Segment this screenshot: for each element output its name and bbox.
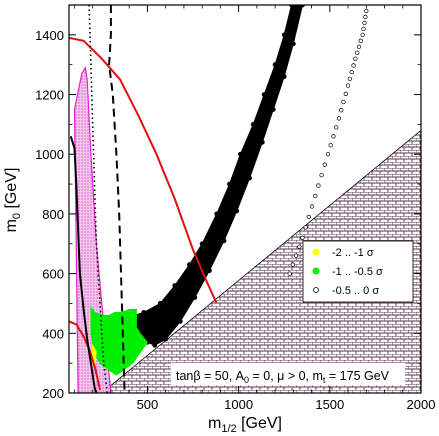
band-point-1 xyxy=(141,310,147,315)
band-point-24 xyxy=(270,107,276,112)
y-tick-label-0: 200 xyxy=(42,386,64,401)
band-point-7 xyxy=(227,181,232,187)
open-dot-32 xyxy=(364,8,369,14)
open-dot-10 xyxy=(319,172,324,178)
legend-label-1: -1 .. -0.5 σ xyxy=(332,266,383,278)
x-axis-label: m1/2 [GeV] xyxy=(208,415,282,435)
legend-marker-green xyxy=(312,267,320,275)
open-dot-16 xyxy=(336,116,342,121)
plot-frame xyxy=(68,4,422,394)
band-point-15 xyxy=(152,342,158,348)
solid-contour xyxy=(69,136,98,393)
open-dot-14 xyxy=(331,134,336,139)
open-dot-11 xyxy=(322,162,327,167)
band-point-2 xyxy=(157,301,163,306)
annotation-box xyxy=(171,363,405,385)
open-dot-20 xyxy=(345,83,351,88)
band-point-22 xyxy=(247,175,252,181)
open-dot-7 xyxy=(309,204,315,209)
open-dot-8 xyxy=(313,193,318,199)
black-point-band xyxy=(124,5,304,346)
band-point-8 xyxy=(238,151,243,157)
open-dot-5 xyxy=(303,225,308,230)
band-point-11 xyxy=(272,62,278,68)
open-dot-17 xyxy=(339,108,344,113)
legend-marker-yellow xyxy=(312,248,320,256)
y-tick-label-4: 1000 xyxy=(35,147,64,162)
legend-label-2: -0.5 .. 0 σ xyxy=(332,285,379,297)
legend-box xyxy=(302,240,414,303)
excluded-region xyxy=(101,129,421,393)
open-dot-25 xyxy=(355,50,360,55)
band-point-20 xyxy=(221,238,227,244)
open-dot-13 xyxy=(328,143,333,148)
open-dot-23 xyxy=(351,63,356,68)
y-tick-label-1: 400 xyxy=(42,326,64,341)
band-point-25 xyxy=(281,74,287,80)
band-point-12 xyxy=(281,32,287,38)
band-point-6 xyxy=(214,211,220,217)
open-dot-12 xyxy=(325,152,331,157)
legend: -2 .. -1 σ -1 .. -0.5 σ -0.5 .. 0 σ xyxy=(302,240,414,303)
x-tick-label-3: 2000 xyxy=(407,397,436,412)
x-tick-label-0: 500 xyxy=(137,397,159,412)
open-dot-30 xyxy=(362,20,367,26)
x-tick-label-1: 1000 xyxy=(224,397,253,412)
y-tick-label-5: 1200 xyxy=(35,88,64,103)
legend-marker-open xyxy=(313,287,319,293)
open-dot-22 xyxy=(349,70,354,75)
y-axis-label: m0 [GeV] xyxy=(3,168,23,233)
open-dot-3 xyxy=(297,244,302,249)
parameter-annotation: tanβ = 50, A0 = 0, μ > 0, mt = 175 GeV xyxy=(171,363,405,385)
open-dot-19 xyxy=(343,91,348,96)
open-dot-27 xyxy=(358,38,363,43)
y-tick-label-3: 800 xyxy=(42,207,64,222)
open-dot-4 xyxy=(300,235,305,240)
open-dot-24 xyxy=(353,56,358,61)
open-dot-9 xyxy=(316,183,321,188)
open-dot-31 xyxy=(363,14,368,20)
open-dot-2 xyxy=(293,253,299,258)
band-point-16 xyxy=(163,336,169,342)
band-point-10 xyxy=(261,92,267,97)
open-dot-21 xyxy=(347,76,353,82)
y-tick-label-2: 600 xyxy=(42,267,64,282)
band-point-4 xyxy=(186,262,192,268)
band-point-5 xyxy=(199,241,205,247)
annotation-text: tanβ = 50, A0 = 0, μ > 0, mt = 175 GeV xyxy=(176,369,390,385)
legend-label-0: -2 .. -1 σ xyxy=(332,247,374,259)
open-dot-26 xyxy=(356,44,362,49)
band-point-23 xyxy=(259,139,265,145)
open-dot-29 xyxy=(361,26,366,32)
band-point-21 xyxy=(234,208,240,214)
open-dot-18 xyxy=(341,99,346,105)
open-dot-0 xyxy=(287,271,292,276)
band-point-26 xyxy=(290,41,296,47)
band-point-9 xyxy=(250,121,256,127)
band-point-18 xyxy=(192,295,198,300)
x-tick-label-2: 1500 xyxy=(315,397,344,412)
green-region xyxy=(90,304,148,376)
red-contour-main xyxy=(69,36,218,304)
open-dot-1 xyxy=(290,262,296,267)
open-dot-6 xyxy=(306,214,311,220)
dashed-contour xyxy=(108,5,126,393)
plot-content xyxy=(69,5,421,393)
red-contour-lower xyxy=(69,320,101,391)
band-point-19 xyxy=(207,268,212,274)
y-tick-label-6: 1400 xyxy=(35,28,64,43)
axis-ticks: 500 1000 1500 2000 200 400 600 800 1000 1200 1400 xyxy=(35,4,436,412)
open-dot-15 xyxy=(334,125,339,130)
band-point-3 xyxy=(172,283,178,288)
open-dot-28 xyxy=(360,32,365,37)
band-point-17 xyxy=(177,318,183,324)
